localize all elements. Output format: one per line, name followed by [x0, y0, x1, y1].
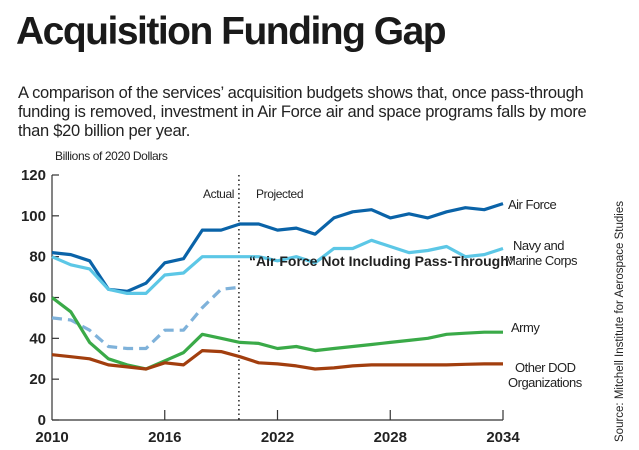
series-label-navy: Navy and Marine Corps	[505, 238, 578, 268]
x-tick-label: 2016	[148, 429, 181, 446]
x-tick-label: 2034	[486, 429, 520, 446]
series-label-af-not-incl-pass-through: “Air Force Not Including Pass-Through”	[249, 253, 516, 269]
series-label-air-force: Air Force	[508, 197, 557, 212]
y-tick-label: 100	[21, 208, 46, 225]
series-label-other-dod: Other DOD Organizations	[508, 360, 583, 390]
series-line-navy-and-marine-corps	[51, 238, 504, 295]
chart-subtitle: A comparison of the services’ acquisitio…	[18, 84, 587, 140]
y-axis-label: Billions of 2020 Dollars	[55, 149, 168, 163]
y-tick-label: 40	[29, 330, 46, 347]
actual-label: Actual	[203, 187, 234, 201]
y-tick-label: 80	[29, 249, 46, 266]
y-tick-label: 0	[38, 412, 46, 429]
series-line-army	[51, 296, 503, 371]
x-tick-label: 2010	[35, 429, 68, 446]
y-tick-label: 20	[29, 371, 46, 388]
series-line-air-force	[51, 202, 504, 293]
x-tick-label: 2022	[261, 429, 294, 446]
projected-label: Projected	[256, 187, 303, 201]
series-label-army: Army	[511, 320, 540, 335]
x-tick-label: 2028	[374, 429, 407, 446]
y-tick-label: 120	[21, 167, 46, 184]
series-line-other-dod-organizations	[51, 349, 503, 371]
series-line-air-force-not-including-pass-through	[51, 285, 241, 351]
y-tick-label: 60	[29, 290, 46, 307]
chart-title: Acquisition Funding Gap	[16, 10, 447, 53]
